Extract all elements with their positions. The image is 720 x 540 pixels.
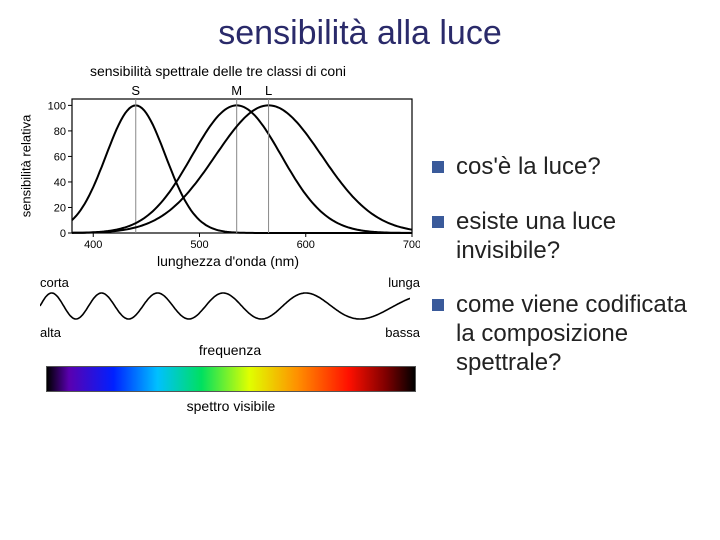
chart-title: sensibilità spettrale delle tre classi d… <box>18 63 418 79</box>
svg-text:500: 500 <box>190 239 208 251</box>
bullet-item-1: cos'è la luce? <box>428 153 700 182</box>
svg-text:700: 700 <box>403 239 420 251</box>
content-row: sensibilità spettrale delle tre classi d… <box>0 53 720 414</box>
spectral-chart-svg: 0 20 40 60 80 100 400 500 600 700 S M L <box>40 81 420 251</box>
bullet-item-3: come viene codificata la composizione sp… <box>428 291 700 377</box>
bullet-column: cos'è la luce? esiste una luce invisibil… <box>428 63 700 414</box>
svg-text:S: S <box>131 83 140 98</box>
slide-title: sensibilità alla luce <box>0 0 720 53</box>
svg-text:400: 400 <box>84 239 102 251</box>
spectrum-wrap: spettro visibile <box>46 366 416 414</box>
wave-label-long: lunga <box>388 275 420 290</box>
svg-text:80: 80 <box>54 126 66 138</box>
chart-ylabel: sensibilità relativa <box>19 115 34 218</box>
spectrum-caption: spettro visibile <box>46 398 416 414</box>
svg-text:60: 60 <box>54 151 66 163</box>
svg-text:0: 0 <box>60 228 66 240</box>
bullet-list: cos'è la luce? esiste una luce invisibil… <box>428 153 700 378</box>
wave-label-low: bassa <box>385 325 420 340</box>
svg-text:M: M <box>231 83 242 98</box>
svg-text:40: 40 <box>54 177 66 189</box>
figure-column: sensibilità spettrale delle tre classi d… <box>8 63 428 414</box>
wave-label-short: corta <box>40 275 69 290</box>
svg-text:600: 600 <box>297 239 315 251</box>
svg-text:L: L <box>265 83 272 98</box>
spectral-chart: sensibilità relativa 0204060801004005006… <box>40 81 420 251</box>
wave-row: corta lunga alta bassa frequenza <box>40 275 420 358</box>
wave-svg <box>40 290 410 322</box>
frequency-label: frequenza <box>40 342 420 358</box>
chart-xlabel: lunghezza d'onda (nm) <box>38 253 418 269</box>
visible-spectrum-bar <box>46 366 416 392</box>
wave-label-high: alta <box>40 325 61 340</box>
spectral-chart-wrap: sensibilità spettrale delle tre classi d… <box>18 63 418 269</box>
svg-text:100: 100 <box>48 100 66 112</box>
bullet-item-2: esiste una luce invisibile? <box>428 208 700 266</box>
svg-text:20: 20 <box>54 202 66 214</box>
